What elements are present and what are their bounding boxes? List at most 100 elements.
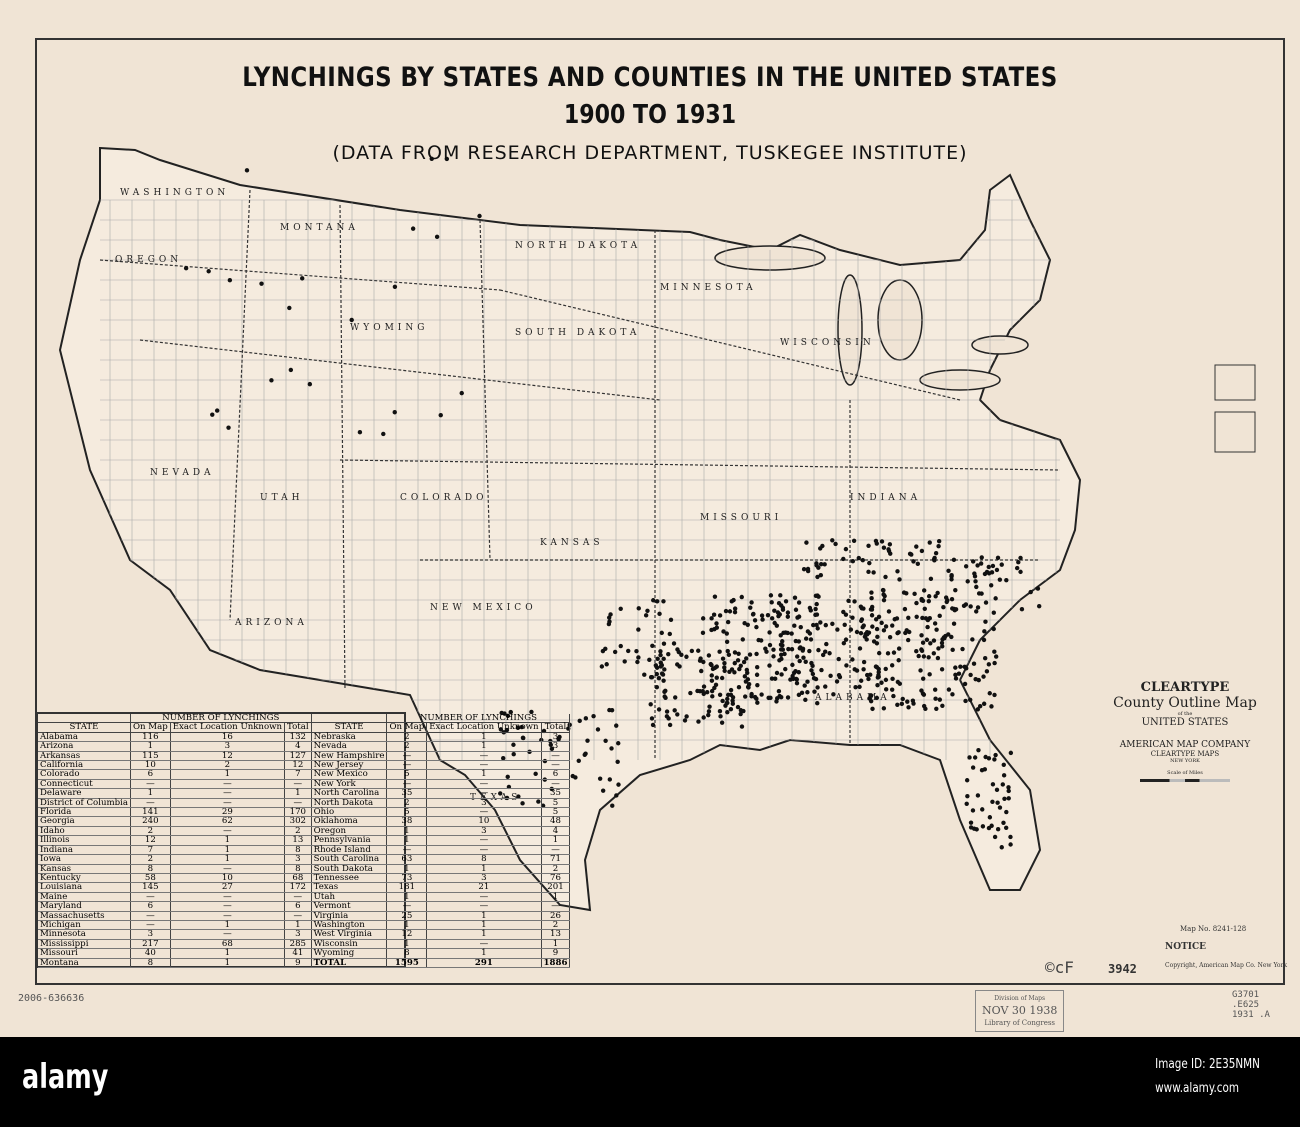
location-unknown: — [426,901,542,912]
location-unknown: 1 [426,920,542,931]
lynching-dot [699,668,704,674]
lynching-dot [720,656,726,661]
state-name: Florida [38,807,131,818]
state-name: Missouri [38,948,131,959]
state-label: MONTANA [280,223,359,233]
lynching-dot [920,691,926,696]
header-on-map: On Map [386,722,428,733]
lynching-dot [919,598,924,603]
lynching-dot [975,563,980,568]
lynching-dot [768,593,774,598]
lynching-dot [649,674,655,680]
on-map: 8 [386,948,428,959]
lynching-dot [709,673,714,678]
lynching-dot [722,668,727,674]
lynching-dot [656,675,662,681]
lynching-dot [597,776,603,781]
lynching-dot [747,652,753,657]
lynching-dot [866,676,871,682]
lynching-dot [934,706,939,711]
lynching-dot [752,618,758,623]
lynching-dot [722,665,727,670]
stamp-library: Library of Congress [984,1019,1056,1027]
table-row: Maryland 6—6 Vermont — — — [38,901,571,912]
lynching-dot [410,226,416,231]
lynching-dot [658,664,664,669]
table-row: Iowa 2 1 3 South Carolina 63 8 71 [38,854,571,865]
lynching-dot [963,698,968,704]
lynching-dot [1004,577,1009,583]
total-unknown: 291 [426,958,542,968]
legend-of: of the [1177,711,1193,717]
lynching-dot [968,604,973,609]
state-name: South Dakota [311,864,388,874]
lynching-dot [976,677,981,683]
lynching-dot [736,651,741,656]
lynching-dot [949,596,955,602]
location-unknown: 1 [170,920,286,931]
lynching-dot [895,569,900,574]
total: 2 [541,864,571,874]
lynching-dot [655,599,660,604]
lynching-dot [890,623,895,628]
lynching-dot [997,577,1003,582]
lynching-dot [796,614,802,619]
lynching-dot [915,561,921,567]
lynching-dot [887,542,893,547]
lynching-dot [805,690,810,695]
on-map: 38 [386,816,428,827]
on-map: 2 [130,826,171,837]
total: 12 [284,760,312,771]
lynching-dot [919,647,924,652]
lynching-dot [873,664,879,669]
lynching-dot [1036,603,1042,609]
lynching-dot [890,676,895,681]
state-name: Indiana [38,845,131,856]
state-name: Oregon [311,826,388,837]
state-name: Kentucky [38,873,131,884]
lynching-dot [823,622,828,628]
on-map: 35 [386,788,428,799]
lynching-dot [659,671,665,676]
lynching-dot [940,644,945,649]
table-row: Mississippi 217 68 285 Wisconsin 1—1 [38,939,571,950]
table-row: Colorado 6 1 7 New Mexico 5 1 6 [38,769,571,780]
total-label: TOTAL [311,958,388,968]
on-map: 25 [386,911,428,921]
lynching-dot [993,654,999,659]
lynching-dot [887,635,893,640]
lynching-dot [799,690,805,695]
header-group-right: NUMBER OF LYNCHINGS [386,714,571,724]
lynching-dot [704,690,710,695]
lynching-dot [804,540,809,545]
lynching-dot [803,697,808,703]
location-unknown: 1 [426,864,542,874]
lynching-dot [1004,809,1009,815]
lynching-dot [244,168,250,173]
lynching-dot [732,650,738,655]
lynching-dot [776,688,782,694]
on-map: 1 [130,741,171,752]
lynching-dot [663,695,668,701]
lynching-dot [925,617,931,623]
lynching-dot [719,720,725,725]
table-row: Georgia 240 62 302 Oklahoma 38 10 48 [38,816,571,827]
lynching-dot [1006,796,1011,801]
lynching-dot [756,637,761,643]
lynching-dot [968,672,973,678]
lynching-dot [647,657,652,663]
lynching-dot [754,624,759,630]
state-name: Washington [311,920,388,931]
watermark-url[interactable]: www.alamy.com [1155,1081,1240,1096]
lynching-dot [987,691,992,696]
lynching-dot [922,606,927,611]
state-label: INDIANA [850,493,921,503]
location-unknown: — [170,901,286,912]
lynching-dot [965,793,970,799]
lynching-dot [595,727,601,732]
total: 13 [541,929,571,940]
lynching-dot [983,600,989,605]
lynching-dot [667,631,672,637]
lynching-dot [648,702,653,707]
location-unknown: — [426,939,542,950]
